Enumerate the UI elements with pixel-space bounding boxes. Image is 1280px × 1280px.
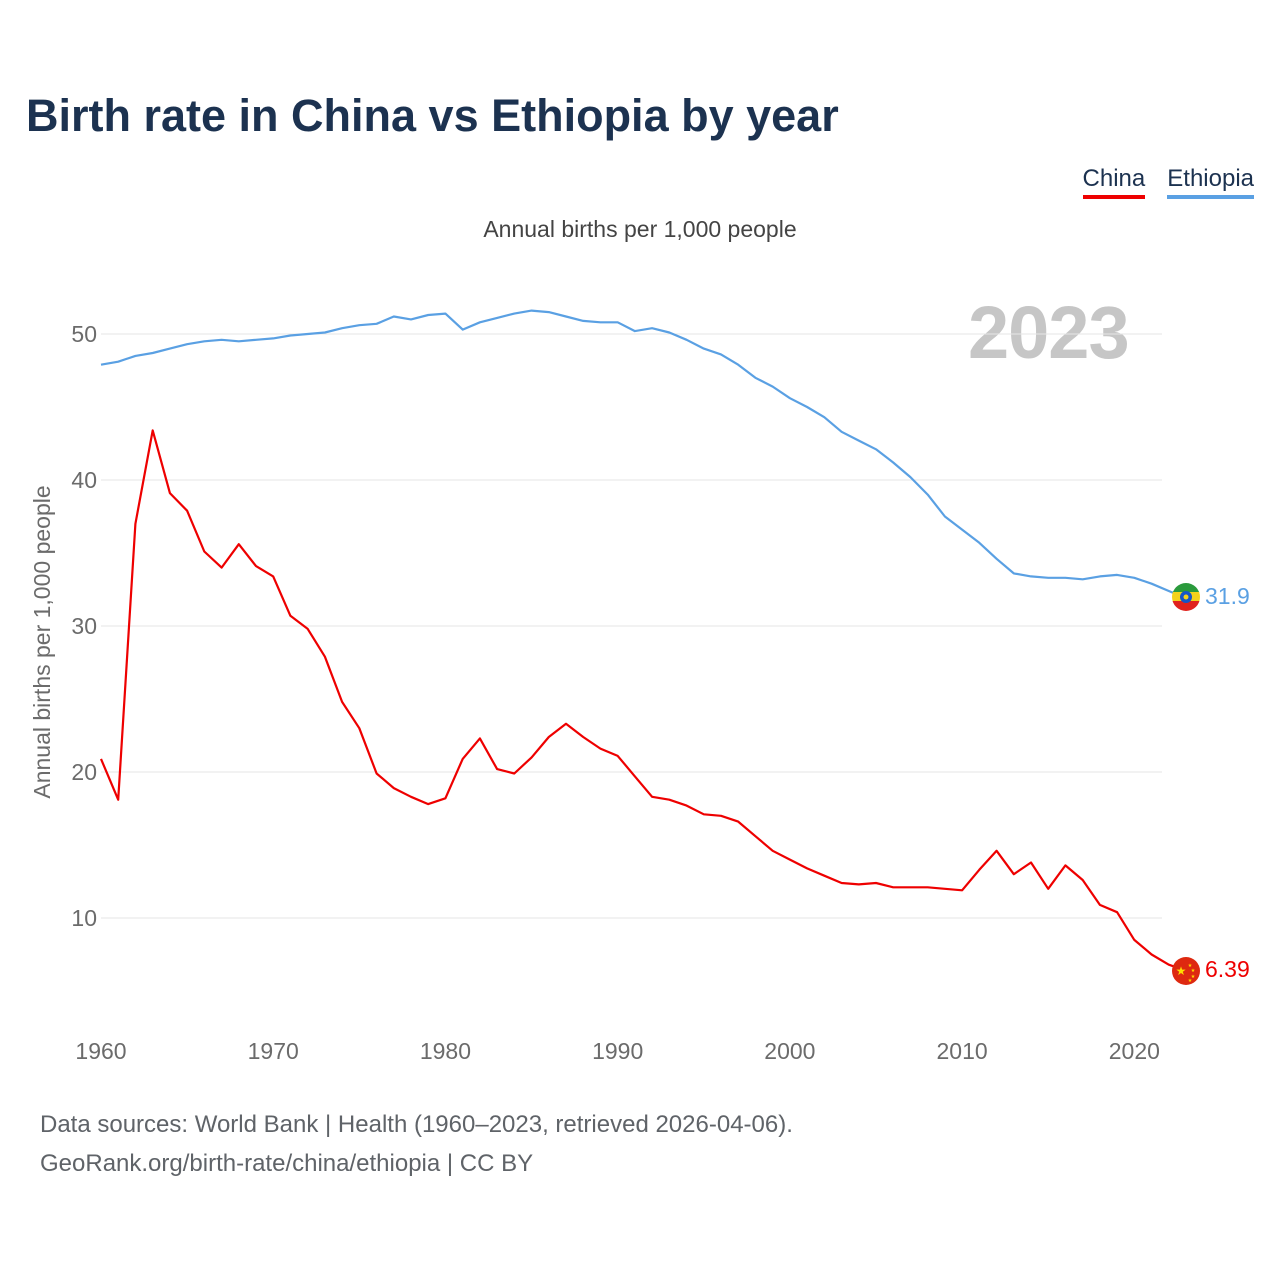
y-tick-label: 30 [71,613,97,639]
x-tick-label: 1970 [248,1038,299,1064]
x-tick-label: 2020 [1109,1038,1160,1064]
x-tick-label: 1990 [592,1038,643,1064]
x-tick-label: 1980 [420,1038,471,1064]
data-sources-text: Data sources: World Bank | Health (1960–… [40,1111,793,1138]
series-lines [99,309,1187,972]
china-end-value-label: 6.39 [1205,956,1250,982]
current-year-label: 2023 [968,291,1130,374]
y-tick-label: 20 [71,759,97,785]
x-axis-ticks: 1960 1970 1980 1990 2000 2010 2020 [75,1038,1160,1064]
y-tick-label: 10 [71,905,97,931]
svg-text:★: ★ [1188,978,1193,984]
grid-lines [101,333,1162,919]
y-axis-ticks: 10 20 30 40 50 [71,321,97,931]
y-tick-label: 40 [71,467,97,493]
svg-text:★: ★ [1176,964,1187,978]
legend: China Ethiopia [1082,165,1254,199]
ethiopia-flag-icon [1172,583,1200,611]
series-line-ethiopia[interactable] [100,309,1187,600]
x-tick-label: 2000 [764,1038,815,1064]
x-tick-label: 2010 [937,1038,988,1064]
source-link[interactable]: GeoRank.org/birth-rate/china/ethiopia | … [40,1150,534,1177]
ethiopia-end-value-label: 31.9 [1205,583,1250,609]
china-flag-icon: ★ ★ ★ ★ ★ [1172,957,1200,985]
svg-text:★: ★ [1191,968,1196,974]
svg-text:★: ★ [1191,974,1196,980]
chart-subtitle: Annual births per 1,000 people [483,216,797,242]
chart-title: Birth rate in China vs Ethiopia by year [26,90,839,141]
series-line-china[interactable] [99,429,1187,972]
svg-text:★: ★ [1188,963,1193,969]
x-tick-label: 1960 [75,1038,126,1064]
y-axis-label: Annual births per 1,000 people [29,485,55,798]
y-tick-label: 50 [71,321,97,347]
legend-item-ethiopia[interactable]: Ethiopia [1167,165,1254,199]
legend-item-china[interactable]: China [1082,165,1146,199]
footer: Data sources: World Bank | Health (1960–… [40,1105,793,1183]
